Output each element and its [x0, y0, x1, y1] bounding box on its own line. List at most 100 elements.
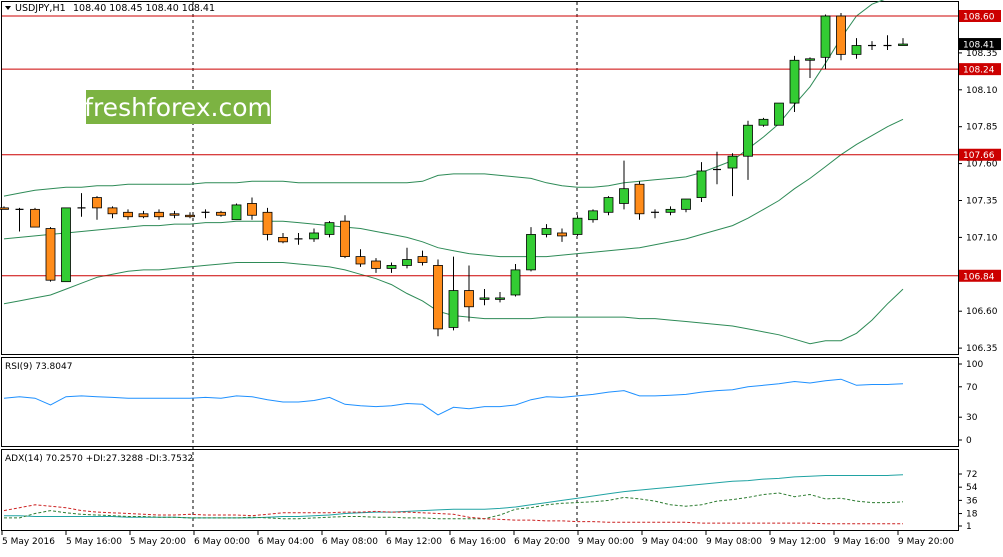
candle-bull [541, 228, 552, 235]
ohlc-readout: 108.40 108.45 108.40 108.41 [73, 3, 215, 14]
rsi-tick-label: 0 [966, 436, 972, 446]
time-tick-label: 9 May 08:00 [706, 537, 762, 547]
candle-bull [774, 102, 784, 126]
adx-tick-label: 1 [966, 522, 972, 532]
adx-tick-label: 36 [966, 496, 978, 506]
time-tick-label: 6 May 16:00 [450, 537, 506, 547]
candle-bull [61, 207, 71, 283]
candle-bull [510, 269, 521, 296]
rsi-line [3, 378, 904, 416]
price-tick-label: 107.35 [966, 197, 998, 207]
candle-bear [123, 211, 133, 218]
adx-label: ADX(14) 70.2570 +DI:27.3288 -DI:3.7532 [5, 454, 193, 464]
candle-bull [758, 118, 769, 126]
candle-bear [138, 213, 149, 218]
candle-bear [185, 214, 195, 218]
candle-bear [340, 220, 350, 257]
price-tick-label: 107.60 [966, 160, 998, 170]
candle-bear [30, 208, 40, 228]
candle-bull [526, 234, 536, 271]
price-tick-label: 106.60 [966, 307, 998, 317]
candle-bear [371, 260, 381, 269]
rsi-label: RSI(9) 73.8047 [5, 362, 72, 372]
price-tick-label: 106.35 [966, 344, 998, 354]
candle-bear [262, 211, 273, 235]
time-tick-label: 9 May 20:00 [898, 537, 954, 547]
level-label-box [959, 10, 1001, 22]
symbol-dropdown-icon[interactable] [5, 6, 11, 10]
candle-bull [386, 265, 397, 269]
adx-indicator: 72 54 36 18 1 [3, 470, 978, 532]
price-axis: 108.60 108.35 108.10 107.85 107.60 107.35 107.… [958, 10, 1001, 354]
main-panel-frame [1, 1, 959, 355]
symbol-label[interactable]: USDJPY,H1 [15, 3, 66, 14]
watermark-text: freshforex.com [84, 93, 272, 122]
candle-bear [464, 290, 474, 308]
current-price-box [959, 38, 1001, 51]
price-tick-label: 107.10 [966, 233, 998, 243]
candle-bull [603, 197, 614, 213]
candle-bear [355, 256, 366, 265]
candle-bull [588, 210, 598, 221]
adx-panel-frame [1, 449, 959, 531]
price-tick-label: 107.85 [966, 123, 998, 133]
minus-di-line [3, 504, 903, 525]
candle-bull [324, 222, 335, 235]
horizontal-levels [2, 15, 958, 277]
candle-bull [448, 290, 459, 328]
level-label: 108.24 [963, 66, 995, 76]
candle-bull [572, 217, 583, 235]
time-tick-label: 5 May 20:00 [130, 537, 186, 547]
candle-bear [169, 213, 180, 216]
candle-bear [417, 256, 428, 263]
watermark-background [86, 90, 271, 124]
candle-bear [247, 203, 257, 216]
time-tick-label: 6 May 12:00 [386, 537, 442, 547]
time-tick-label: 6 May 04:00 [258, 537, 314, 547]
candle-bull [727, 155, 738, 169]
candle-bull [898, 43, 908, 46]
time-tick-label: 6 May 00:00 [194, 537, 250, 547]
candles [0, 13, 908, 337]
candle-bear [557, 232, 567, 237]
adx-tick-label: 72 [966, 470, 977, 480]
time-axis: 5 May 2016 5 May 16:00 5 May 20:00 6 May 00… [1, 530, 954, 547]
rsi-tick-label: 30 [966, 413, 978, 423]
candle-bear [433, 265, 443, 330]
time-tick-label: 9 May 16:00 [834, 537, 890, 547]
candle-bull [820, 15, 831, 58]
candle-bull [402, 259, 412, 266]
candle-bull [805, 58, 815, 61]
candle-bull [851, 45, 862, 55]
candle-bear [216, 211, 226, 216]
band-middle [3, 118, 904, 258]
plus-di-line [4, 492, 904, 520]
rsi-indicator: 100 70 30 0 [3, 360, 983, 446]
current-price-label: 108.41 [963, 41, 995, 51]
candle-bull [665, 208, 676, 213]
rsi-tick-label: 70 [966, 383, 978, 393]
candle-bull [479, 297, 490, 300]
adx-tick-label: 18 [966, 510, 978, 520]
level-label-box [959, 269, 1001, 282]
grid-lines [192, 2, 578, 530]
candle-bull [743, 124, 753, 157]
candle-bull [495, 297, 505, 300]
price-tick-label: 108.10 [966, 86, 998, 96]
level-label-box [959, 148, 1001, 161]
candle-bull [681, 198, 691, 210]
candle-bull [619, 188, 629, 204]
adx-tick-label: 54 [966, 483, 978, 493]
candle-bear [45, 228, 56, 281]
candle-bear [836, 15, 846, 55]
time-tick-label: 6 May 08:00 [322, 537, 378, 547]
candle-bull [231, 204, 242, 221]
candle-bear [278, 236, 288, 243]
time-tick-label: 5 May 2016 [2, 537, 55, 547]
candle-bull [789, 59, 800, 104]
price-tick-label: 108.35 [966, 49, 998, 59]
level-label: 108.60 [963, 13, 995, 23]
candle-bull [696, 170, 707, 198]
candle-bear [107, 207, 118, 215]
